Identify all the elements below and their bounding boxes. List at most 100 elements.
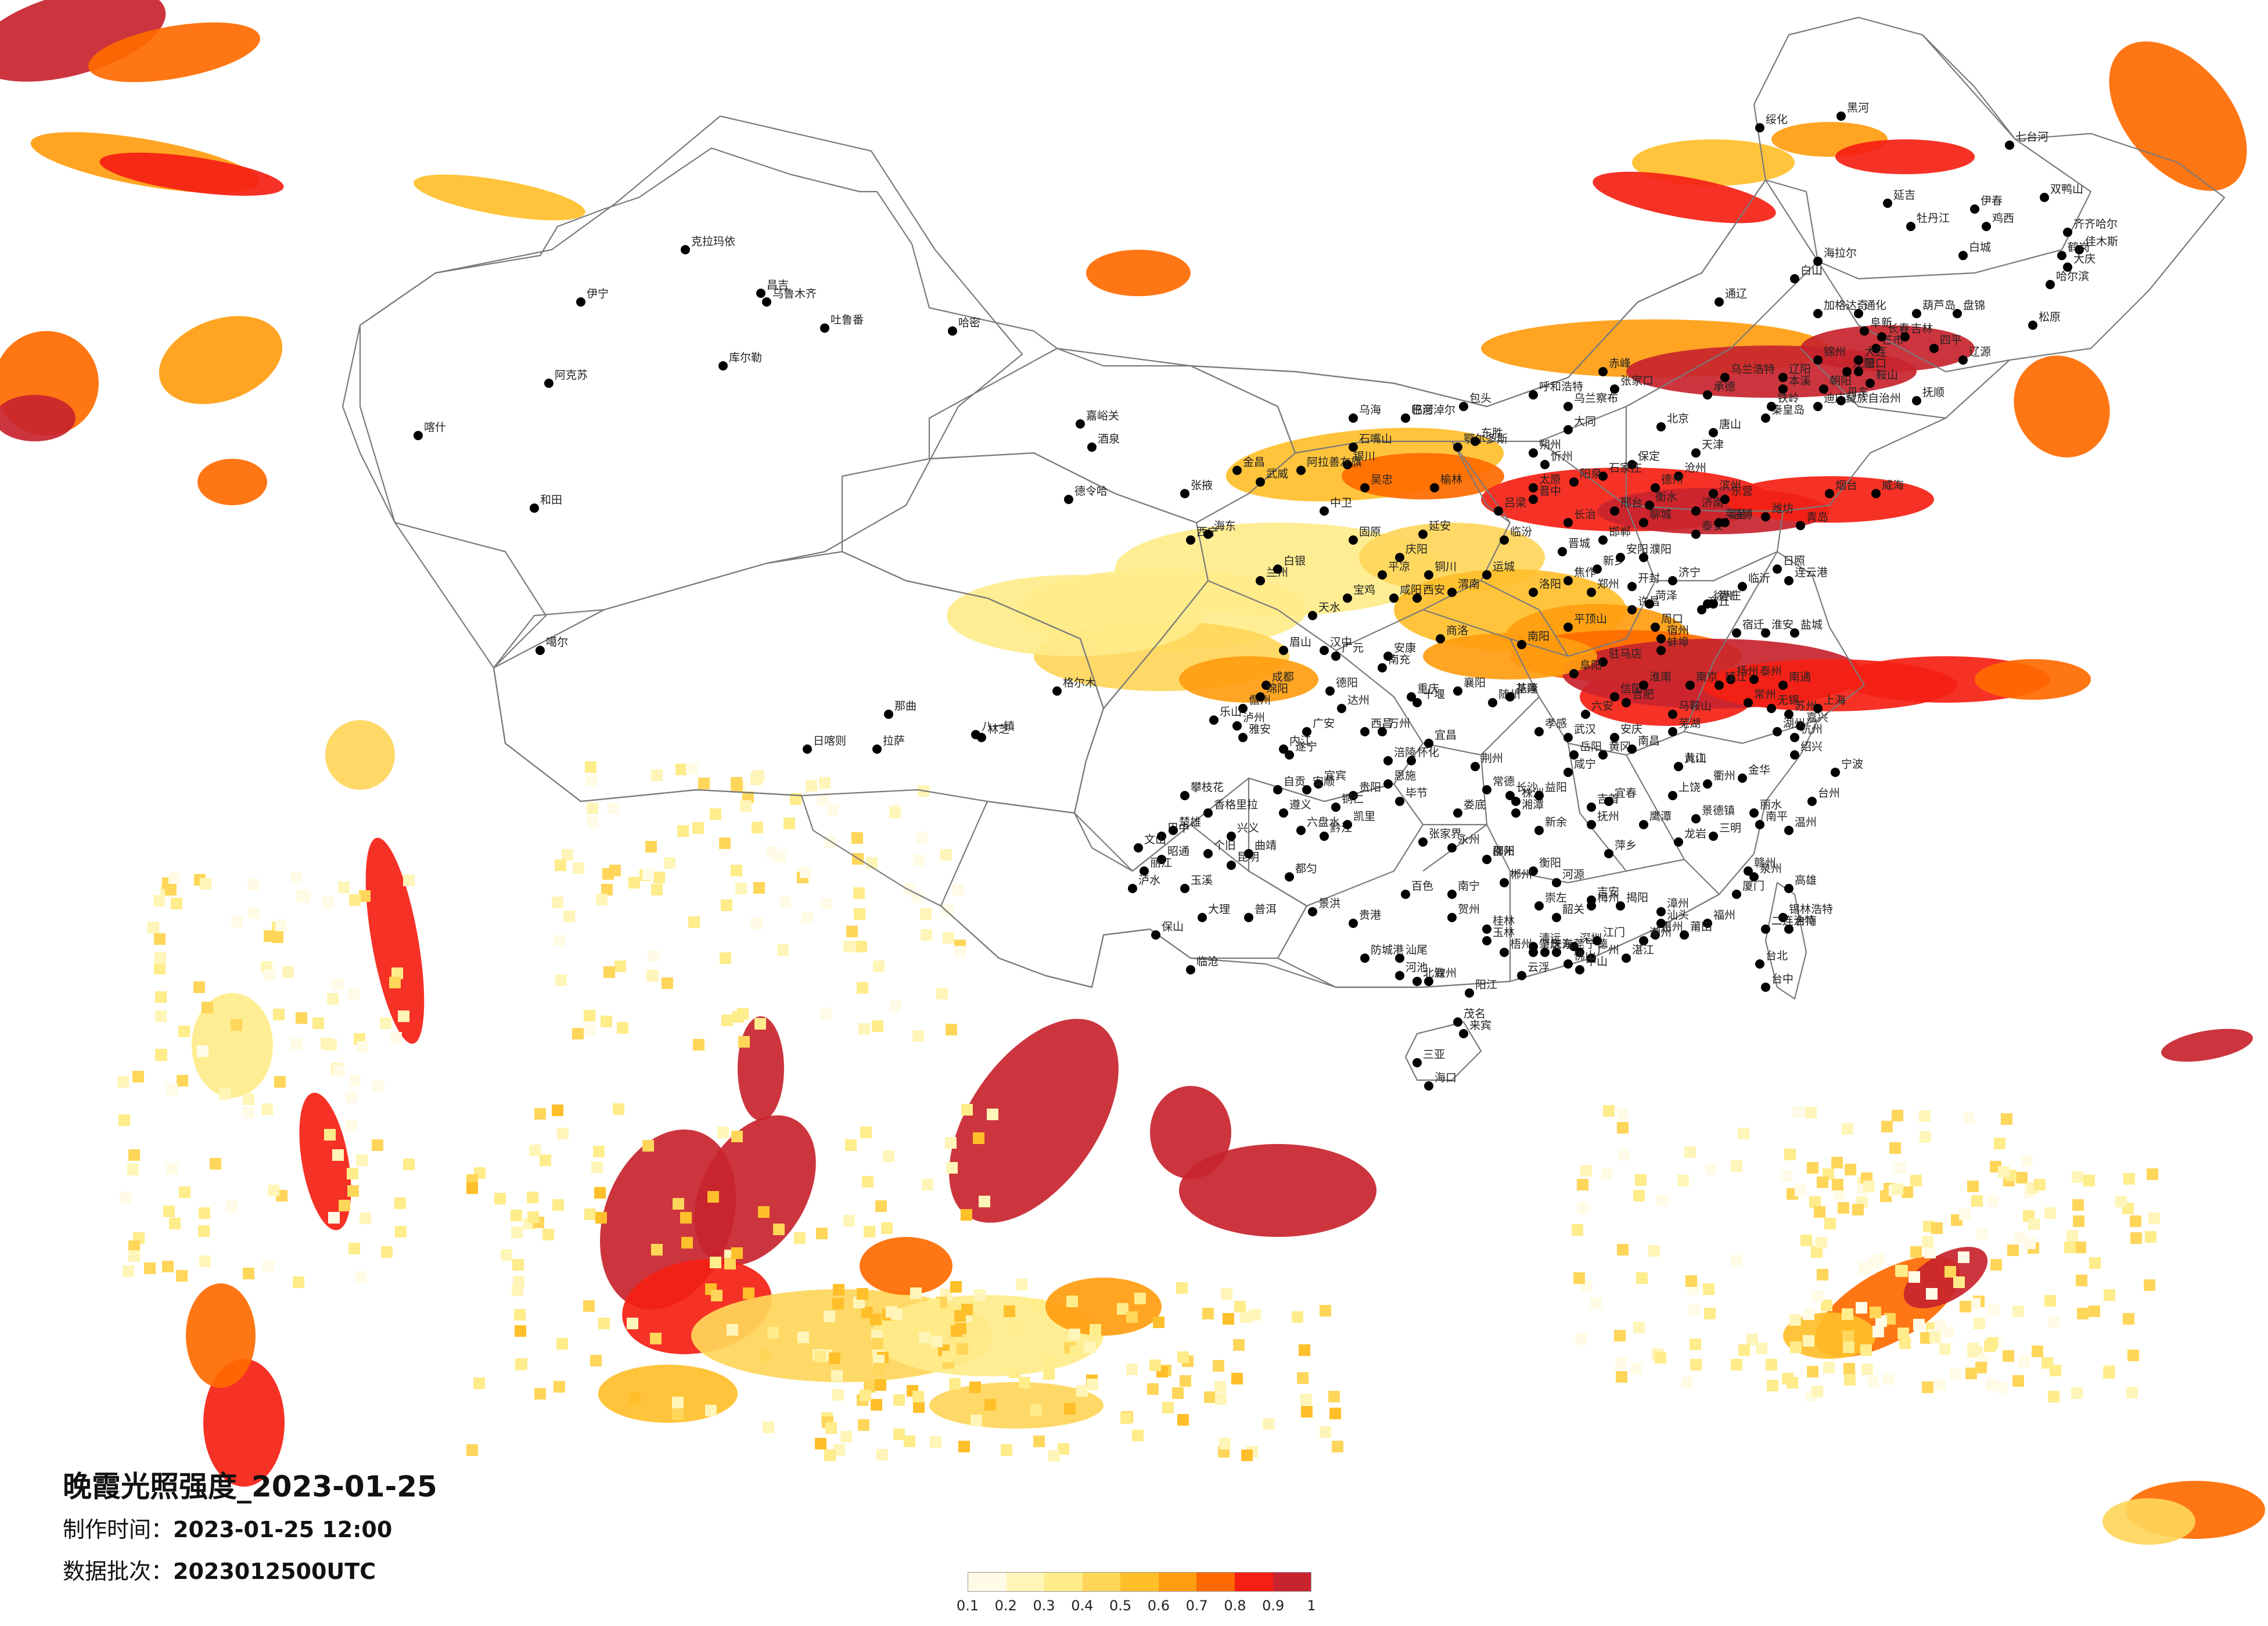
city-label: 阜阳 <box>1580 659 1602 672</box>
city-dot <box>1563 425 1573 434</box>
city-dot <box>1157 832 1166 841</box>
province-border <box>1404 1021 1482 1081</box>
city-dot <box>1587 820 1596 829</box>
city-dot <box>971 730 980 739</box>
city-label: 临汾 <box>1510 526 1532 538</box>
city-dot <box>1906 222 1915 231</box>
city-label: 晋城 <box>1568 537 1590 550</box>
intensity-cell <box>672 1397 684 1408</box>
city-label: 娄底 <box>1464 798 1486 811</box>
city-dot <box>1784 826 1793 835</box>
intensity-cell <box>1656 1195 1668 1206</box>
city-dot <box>1639 820 1648 829</box>
city-label: 郴州 <box>1510 868 1532 881</box>
city-label: 青岛 <box>1806 511 1828 524</box>
intensity-cell <box>293 1276 304 1288</box>
city-dot <box>1227 832 1236 841</box>
city-label: 清远 <box>1539 932 1561 945</box>
legend-swatch <box>968 1573 1007 1591</box>
city-label: 阳泉 <box>1580 467 1602 480</box>
city-label: 临沂 <box>1748 572 1770 585</box>
intensity-cell <box>1922 1236 1933 1247</box>
city-dot <box>1360 954 1370 963</box>
intensity-cell <box>1328 1391 1340 1402</box>
city-dot <box>1389 593 1399 603</box>
city-label: 无锡 <box>1777 694 1799 707</box>
city-dot <box>1691 506 1701 516</box>
intensity-cell <box>912 1391 924 1402</box>
intensity-cell <box>613 1103 624 1115</box>
city-label: 六盘水 <box>1307 816 1340 829</box>
intensity-cell <box>1580 1165 1592 1177</box>
city-dot <box>1680 930 1689 940</box>
city-label: 泸州 <box>1243 711 1265 724</box>
legend-swatch <box>1082 1573 1121 1591</box>
intensity-cell <box>585 775 597 786</box>
intensity-cell <box>754 1018 766 1030</box>
city-label: 长春 <box>1888 322 1910 335</box>
city-dot <box>1744 866 1753 876</box>
city-label: 咸阳 <box>1400 584 1422 596</box>
intensity-cell <box>1738 1344 1750 1356</box>
intensity-cell <box>893 1394 905 1406</box>
intensity-cell <box>1016 1279 1027 1290</box>
intensity-cell <box>922 1179 933 1190</box>
intensity-cell <box>2028 1218 2040 1230</box>
intensity-cell <box>594 1187 606 1199</box>
intensity-patch <box>2014 355 2110 458</box>
intensity-cell <box>1931 1222 1943 1234</box>
city-dot <box>1860 326 1869 336</box>
intensity-cell <box>529 1145 541 1156</box>
intensity-cell <box>1924 1247 1936 1258</box>
city-label: 延吉 <box>1893 189 1915 202</box>
city-label: 湖州 <box>1783 717 1805 730</box>
city-label: 南平 <box>1766 810 1788 823</box>
intensity-cell <box>692 822 704 834</box>
city-label: 运城 <box>1493 560 1515 573</box>
city-label: 南宁 <box>1458 880 1480 893</box>
intensity-cell <box>494 1193 506 1204</box>
intensity-patch <box>1342 453 1504 499</box>
intensity-cell <box>1935 1320 1946 1332</box>
intensity-cell <box>1616 1371 1627 1383</box>
intensity-cell <box>1814 1206 1825 1218</box>
city-dot <box>1755 820 1764 829</box>
city-dot <box>1169 826 1178 835</box>
intensity-cell <box>2076 1275 2087 1286</box>
city-label: 湘潭 <box>1522 798 1544 811</box>
city-dot <box>1412 593 1422 603</box>
city-label: 濮阳 <box>1649 543 1672 556</box>
city-dot <box>1482 936 1491 945</box>
city-dot <box>1563 402 1573 411</box>
city-label: 吕梁 <box>1504 497 1526 509</box>
city-dot <box>1459 1029 1468 1038</box>
city-label: 武汉 <box>1574 723 1596 736</box>
city-dot <box>1482 855 1491 864</box>
intensity-cell <box>857 1288 868 1300</box>
city-dot <box>1349 919 1358 928</box>
city-dot <box>1360 727 1370 736</box>
intensity-patch <box>365 837 425 1044</box>
intensity-cell <box>1153 1316 1164 1328</box>
city-dot <box>1709 428 1718 437</box>
city-dot <box>1755 959 1764 969</box>
city-label: 承德 <box>1713 380 1735 393</box>
city-dot <box>1773 564 1782 574</box>
city-label: 九江 <box>1684 752 1706 765</box>
intensity-cell <box>984 1399 996 1411</box>
intensity-cell <box>243 1107 254 1118</box>
city-label: 固原 <box>1359 526 1381 538</box>
city-dot <box>1140 866 1149 876</box>
city-dot <box>1703 390 1712 400</box>
city-label: 周口 <box>1661 613 1683 625</box>
city-dot <box>1540 948 1550 957</box>
intensity-cell <box>693 1039 705 1051</box>
city-label: 赤峰 <box>1609 357 1631 370</box>
city-dot <box>1790 628 1799 638</box>
city-label: 七台河 <box>2015 131 2048 143</box>
intensity-cell <box>875 1379 886 1391</box>
intensity-cell <box>2072 1199 2084 1211</box>
intensity-cell <box>942 904 954 916</box>
city-dot <box>1790 750 1799 760</box>
